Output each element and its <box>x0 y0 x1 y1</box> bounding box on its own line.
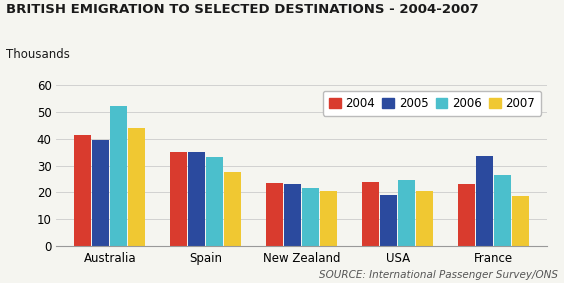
Bar <box>266 183 283 246</box>
Bar <box>416 191 434 246</box>
Bar <box>380 195 397 246</box>
Text: SOURCE: International Passenger Survey/ONS: SOURCE: International Passenger Survey/O… <box>319 270 558 280</box>
Text: BRITISH EMIGRATION TO SELECTED DESTINATIONS - 2004-2007: BRITISH EMIGRATION TO SELECTED DESTINATI… <box>6 3 478 16</box>
Bar <box>92 140 109 246</box>
Bar <box>302 188 319 246</box>
Bar <box>494 175 512 246</box>
Text: Thousands: Thousands <box>6 48 69 61</box>
Bar <box>206 157 223 246</box>
Bar <box>188 152 205 246</box>
Bar <box>74 135 91 246</box>
Bar <box>458 185 475 246</box>
Bar <box>111 106 127 246</box>
Bar <box>398 180 415 246</box>
Legend: 2004, 2005, 2006, 2007: 2004, 2005, 2006, 2007 <box>323 91 541 116</box>
Bar <box>513 196 530 246</box>
Bar <box>129 128 146 246</box>
Bar <box>362 182 379 246</box>
Bar <box>320 191 337 246</box>
Bar <box>284 185 301 246</box>
Bar <box>476 156 493 246</box>
Bar <box>170 152 187 246</box>
Bar <box>224 172 241 246</box>
